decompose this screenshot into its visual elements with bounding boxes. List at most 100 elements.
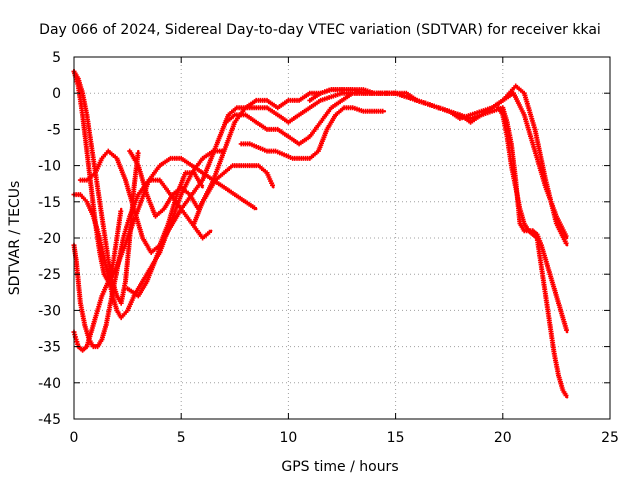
y-tick-label: -10 [38, 159, 61, 175]
data-point [265, 99, 269, 102]
data-point [240, 142, 243, 146]
data-point [405, 95, 408, 99]
data-point [340, 92, 344, 95]
data-point [115, 236, 119, 240]
data-point [120, 302, 123, 305]
series-s2 [71, 69, 124, 284]
data-point [180, 193, 183, 196]
data-point [190, 164, 194, 167]
data-point [180, 157, 183, 160]
data-point [126, 236, 129, 240]
data-point [150, 251, 153, 254]
data-point [255, 207, 258, 211]
data-point [233, 193, 236, 196]
data-point [272, 186, 275, 189]
data-point [81, 113, 84, 117]
data-point [523, 92, 526, 95]
data-point [394, 92, 397, 95]
data-point [201, 186, 204, 189]
series-s11 [238, 105, 387, 161]
data-point [100, 157, 104, 160]
data-point [561, 388, 564, 392]
data-point [107, 149, 110, 153]
data-point [300, 157, 303, 160]
data-point [510, 142, 513, 146]
data-point [212, 178, 215, 182]
data-point [231, 164, 234, 167]
data-point [330, 106, 333, 109]
data-point [94, 171, 97, 174]
data-point [85, 178, 89, 182]
x-axis-label: GPS time / hours [281, 459, 398, 475]
data-point [508, 92, 511, 95]
data-point [222, 186, 226, 189]
data-point [291, 157, 294, 160]
data-point [533, 128, 537, 131]
data-point [527, 229, 530, 232]
y-tick-label: 5 [52, 50, 61, 66]
data-point [218, 135, 221, 138]
data-point [145, 193, 149, 196]
data-point [132, 186, 136, 189]
data-point [480, 110, 483, 113]
data-point [227, 113, 230, 117]
data-point [276, 106, 279, 109]
data-point [122, 236, 125, 240]
data-point [79, 302, 82, 305]
y-tick-label: -45 [38, 412, 61, 428]
data-point [85, 149, 89, 153]
data-point [154, 215, 157, 218]
y-tick-label: -20 [38, 231, 61, 247]
data-point [265, 106, 269, 109]
data-point [79, 193, 82, 196]
data-point [276, 113, 279, 117]
data-point [351, 88, 354, 91]
data-point [415, 99, 419, 102]
data-point [540, 244, 543, 247]
data-point [351, 92, 354, 95]
data-point [92, 215, 95, 218]
data-point [192, 222, 196, 225]
data-point [255, 99, 258, 102]
data-point [137, 294, 140, 298]
data-point [523, 229, 526, 232]
data-point [287, 135, 290, 138]
data-point [145, 280, 149, 283]
data-point [105, 265, 108, 269]
y-tick-label: -35 [38, 340, 61, 356]
chart-title: Day 066 of 2024, Sidereal Day-to-day VTE… [39, 22, 601, 38]
data-point [210, 157, 213, 160]
data-point [102, 273, 106, 276]
x-tick-label: 0 [70, 430, 79, 446]
y-tick-label: -30 [38, 303, 61, 319]
x-tick-label: 20 [494, 430, 512, 446]
data-point [319, 99, 322, 102]
data-point [81, 349, 84, 352]
data-point [141, 236, 144, 240]
ticks: 0 5 10 15 20 25 5 0 -5 -10 -15 -20 -25 -30 -35 -40 -45 [38, 50, 619, 446]
data-point [287, 121, 290, 124]
data-point [90, 186, 93, 189]
data-point [201, 236, 204, 240]
data-point [92, 345, 95, 348]
data-point [137, 193, 140, 196]
data-point [308, 157, 311, 160]
data-point [190, 193, 194, 196]
data-point [128, 215, 131, 218]
data-point [111, 265, 114, 269]
data-point [126, 287, 129, 290]
data-point [274, 149, 277, 153]
data-point [276, 128, 279, 131]
data-point [535, 233, 539, 236]
data-point [544, 178, 547, 182]
data-point [235, 106, 239, 109]
data-point [340, 88, 344, 91]
data-point [171, 193, 174, 196]
data-point [265, 149, 269, 153]
data-point [330, 88, 333, 91]
data-point [225, 121, 228, 124]
data-point [426, 102, 429, 106]
data-point [137, 164, 140, 167]
data-point [244, 200, 247, 203]
data-point [510, 164, 513, 167]
